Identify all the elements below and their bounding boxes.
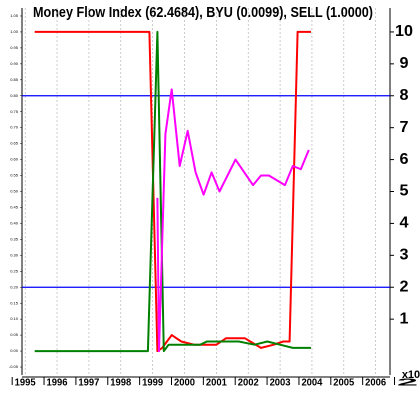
x-tick-label: 1996 (47, 378, 68, 389)
y-tick-label: 0.75 (10, 109, 19, 114)
y-tick-label: 0.60 (10, 157, 19, 162)
y-tick-label: 0.30 (10, 252, 19, 257)
series-line (156, 88, 310, 353)
y2-tick-label: 3 (400, 247, 409, 264)
x-tick-label: 2000 (174, 378, 195, 389)
x-tick-label: 2 (397, 378, 420, 389)
chart-title: Money Flow Index (62.4684), BYU (0.0099)… (33, 4, 373, 21)
y-tick-label: 0.95 (10, 45, 19, 50)
x-tick-label: 2004 (301, 378, 322, 389)
y-tick-label: 0.50 (10, 189, 19, 194)
y-tick-label: 0.85 (10, 77, 19, 82)
y2-tick-label: 6 (400, 151, 409, 168)
x-tick-label: 1998 (110, 378, 131, 389)
axis-multiplier: x10 (402, 369, 420, 381)
y-tick-label: 0.00 (10, 348, 19, 353)
y-tick-label: 1.05 (10, 13, 19, 18)
y-tick-label: 0.05 (10, 332, 19, 337)
y2-tick-label: 9 (400, 55, 409, 72)
y-tick-label: -0.05 (9, 364, 19, 369)
y-tick-label: 0.40 (10, 220, 19, 225)
y2-tick-label: 10 (395, 23, 413, 40)
y-tick-label: 0.70 (10, 125, 19, 130)
x-tick-label: 1997 (78, 378, 99, 389)
y-tick-label: 0.90 (10, 61, 19, 66)
y-tick-label: 0.35 (10, 236, 19, 241)
y-tick-label: 0.55 (10, 173, 19, 178)
y2-tick-label: 1 (400, 310, 409, 327)
y-tick-label: 0.45 (10, 205, 19, 210)
y-tick-label: 0.10 (10, 316, 19, 321)
y2-tick-label: 7 (400, 119, 409, 136)
y-tick-label: 0.20 (10, 284, 19, 289)
y-tick-label: 0.80 (10, 93, 19, 98)
y2-tick-label: 5 (400, 183, 409, 200)
x-tick-label: 2005 (333, 378, 354, 389)
y-tick-label: 1.00 (10, 29, 19, 34)
y2-tick-label: 4 (400, 215, 409, 232)
x-tick-label: 2001 (206, 378, 227, 389)
x-tick-label: 1999 (142, 378, 163, 389)
y2-tick-label: 8 (400, 87, 409, 104)
series-line (34, 30, 311, 353)
x-tick-label: 1995 (15, 378, 36, 389)
y-tick-label: 0.15 (10, 300, 19, 305)
x-tick-label: 2002 (238, 378, 259, 389)
y-tick-label: 0.65 (10, 141, 19, 146)
x-tick-label: 2006 (365, 378, 386, 389)
x-tick-label: 2003 (270, 378, 291, 389)
y-tick-label: 0.25 (10, 268, 19, 273)
y2-tick-label: 2 (400, 278, 409, 295)
